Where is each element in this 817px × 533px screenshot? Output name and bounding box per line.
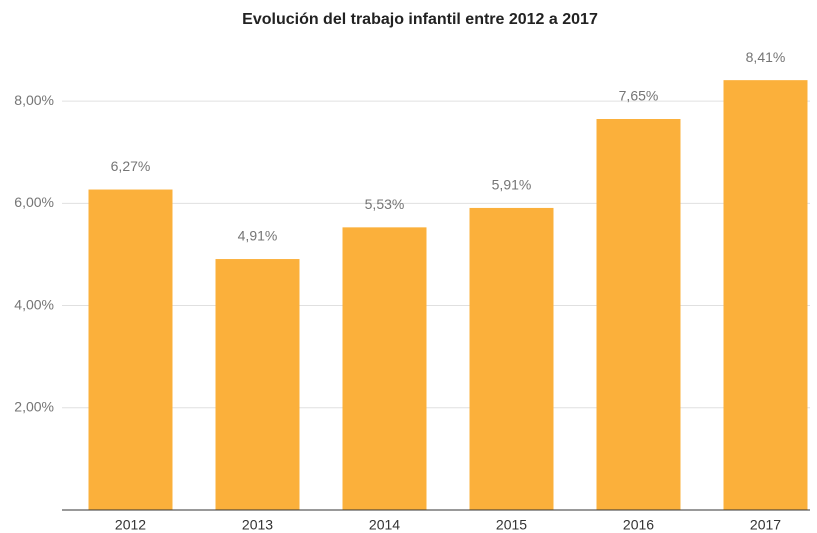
data-label: 6,27% (111, 158, 151, 174)
bar (88, 189, 173, 511)
data-label: 8,41% (746, 49, 786, 65)
data-label: 4,91% (238, 228, 278, 244)
data-label: 5,91% (492, 177, 532, 193)
bar (469, 207, 554, 510)
bar (596, 119, 681, 510)
bar (215, 259, 300, 510)
x-tick-label: 2012 (115, 517, 146, 533)
y-tick-label: 2,00% (14, 398, 54, 414)
data-label: 5,53% (365, 196, 405, 212)
x-tick-label: 2015 (496, 517, 527, 533)
bar (342, 227, 427, 510)
x-tick-label: 2016 (623, 517, 654, 533)
data-label: 7,65% (619, 88, 659, 104)
bar (723, 80, 808, 511)
x-tick-label: 2017 (750, 517, 781, 533)
x-tick-label: 2014 (369, 517, 400, 533)
y-tick-label: 6,00% (14, 194, 54, 210)
x-tick-label: 2013 (242, 517, 273, 533)
chart-title: Evolución del trabajo infantil entre 201… (242, 11, 598, 28)
y-tick-label: 4,00% (14, 296, 54, 312)
y-tick-label: 8,00% (14, 92, 54, 108)
